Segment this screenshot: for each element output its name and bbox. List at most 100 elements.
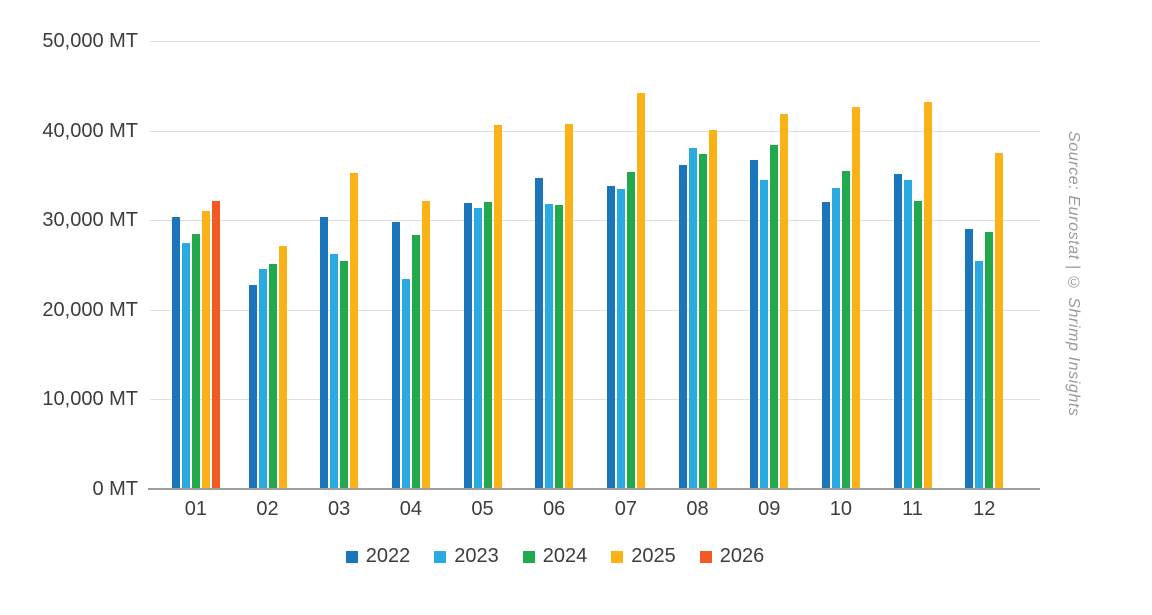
bar-2023-05 (473, 207, 482, 489)
bar-group-09 (733, 41, 805, 489)
bar-2024-05 (483, 202, 492, 489)
bar-2023-03 (330, 254, 339, 489)
bar-group-07 (590, 41, 662, 489)
bar-2023-08 (688, 147, 697, 489)
bar-2025-05 (493, 125, 502, 489)
bar-2025-10 (851, 107, 860, 489)
bar-2022-04 (391, 222, 400, 489)
bar-2025-06 (565, 124, 574, 489)
bar-group-10 (805, 41, 877, 489)
bar-2025-11 (923, 101, 932, 489)
y-tick-label: 0 MT (92, 478, 138, 500)
legend-swatch-2022 (345, 550, 358, 563)
legend-item-2026: 2026 (699, 545, 765, 568)
legend-item-2022: 2022 (345, 545, 411, 568)
bar-2022-09 (750, 160, 759, 489)
bar-2023-11 (903, 179, 912, 489)
x-tick-label-05: 05 (471, 498, 494, 520)
y-tick-label: 40,000 MT (42, 119, 138, 142)
bar-2024-10 (841, 170, 850, 489)
bar-2024-07 (626, 171, 635, 489)
legend-label: 2024 (542, 545, 588, 567)
bar-2022-10 (821, 202, 830, 489)
legend-swatch-2024 (522, 550, 535, 563)
x-axis-line (148, 488, 1040, 490)
gridline (150, 309, 1040, 311)
x-tick-label-07: 07 (614, 498, 637, 520)
bar-2022-02 (248, 284, 257, 489)
legend-item-2025: 2025 (611, 545, 676, 568)
gridline (150, 220, 1040, 222)
bar-2022-05 (463, 203, 472, 489)
bar-2024-09 (770, 144, 779, 489)
gridline (150, 41, 1040, 42)
bar-2022-01 (171, 216, 180, 489)
bar-2022-11 (893, 173, 902, 489)
bar-2024-04 (411, 235, 420, 489)
bar-2023-06 (545, 204, 554, 489)
plot-area (150, 41, 1040, 489)
bar-2023-04 (401, 279, 410, 489)
gridline (150, 399, 1040, 401)
bar-group-12 (948, 41, 1020, 489)
bar-2022-03 (320, 216, 329, 489)
bar-2023-12 (975, 261, 984, 489)
x-tick-label-11: 11 (902, 498, 923, 520)
legend-swatch-2025 (611, 550, 624, 563)
bar-group-08 (662, 41, 734, 489)
bar-group-04 (375, 41, 447, 489)
bar-2024-03 (340, 261, 349, 489)
bar-2023-01 (181, 242, 190, 489)
bar-2022-06 (535, 178, 544, 489)
y-tick-label: 20,000 MT (42, 298, 138, 321)
x-tick-label-09: 09 (758, 498, 781, 520)
bar-2025-04 (421, 200, 430, 489)
bar-2025-03 (350, 172, 359, 489)
legend-swatch-2026 (699, 550, 712, 563)
x-tick-label-08: 08 (686, 498, 709, 520)
bar-2024-06 (555, 205, 564, 489)
legend-label: 2022 (365, 545, 411, 567)
source-note: Source: Eurostat | © Shrimp Insights (1065, 131, 1082, 417)
x-tick-label-10: 10 (829, 498, 852, 520)
y-tick-label: 50,000 MT (42, 30, 138, 52)
legend: 2022 2023 2024 2025 2026 (0, 545, 1110, 568)
y-tick-label: 30,000 MT (42, 209, 138, 232)
bar-2025-12 (995, 153, 1004, 489)
bar-2025-01 (201, 211, 210, 489)
bar-2024-12 (985, 231, 994, 489)
bar-group-02 (232, 41, 304, 489)
bar-group-11 (877, 41, 949, 489)
x-axis-labels: 01 02 03 04 05 06 07 08 09 10 11 12 (160, 498, 1020, 521)
legend-label: 2025 (631, 545, 676, 567)
bar-2023-10 (831, 187, 840, 489)
bar-groups (160, 41, 1020, 489)
x-tick-label-01: 01 (184, 498, 207, 520)
y-tick-label: 10,000 MT (42, 388, 138, 411)
bar-2025-07 (636, 93, 645, 489)
legend-swatch-2023 (434, 550, 447, 563)
bar-2024-08 (698, 153, 707, 489)
bar-group-06 (518, 41, 590, 489)
legend-label: 2026 (719, 545, 765, 567)
bar-2025-02 (278, 246, 287, 489)
bar-2022-07 (606, 186, 615, 489)
bar-group-05 (447, 41, 519, 489)
bar-2023-07 (616, 188, 625, 489)
x-tick-label-03: 03 (328, 498, 351, 520)
bar-2024-02 (268, 264, 277, 489)
legend-label: 2023 (454, 545, 499, 567)
bar-group-01 (160, 41, 232, 489)
bar-2026-01 (211, 201, 220, 489)
bar-2024-11 (913, 201, 922, 489)
bar-2023-02 (258, 268, 267, 489)
bar-2025-08 (708, 129, 717, 489)
bar-2022-08 (678, 164, 687, 489)
bar-2024-01 (191, 233, 200, 489)
legend-item-2023: 2023 (434, 545, 499, 568)
x-tick-label-02: 02 (256, 498, 279, 520)
bar-2023-09 (760, 179, 769, 489)
x-tick-label-12: 12 (973, 498, 996, 520)
bar-2022-12 (965, 229, 974, 489)
